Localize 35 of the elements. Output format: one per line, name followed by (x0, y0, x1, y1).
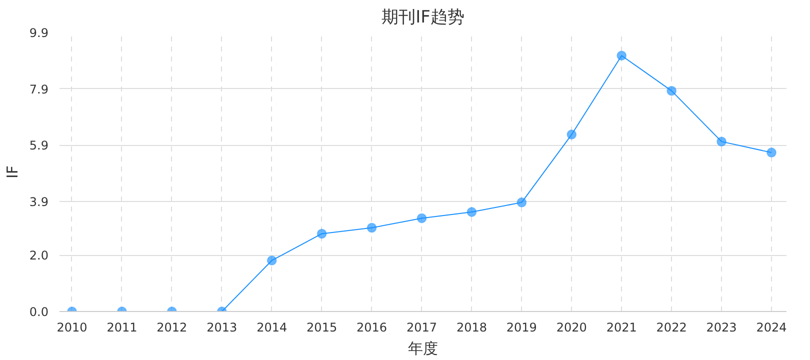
y-axis-title: IF (3, 165, 22, 179)
x-tick-label: 2021 (606, 320, 637, 334)
x-tick-label: 2019 (506, 320, 537, 334)
y-tick-label: 7.9 (29, 82, 49, 96)
x-tick-label: 2023 (706, 320, 737, 334)
y-tick-label: 9.9 (29, 26, 49, 40)
y-tick-label: 2.0 (29, 248, 49, 263)
chart-title: 期刊IF趋势 (382, 8, 464, 28)
point (766, 148, 777, 158)
x-tick-label: 2024 (756, 320, 787, 334)
point (316, 228, 327, 239)
x-tick-label: 2012 (156, 320, 188, 334)
x-tick-label: 2010 (56, 320, 88, 334)
x-tick-label: 2018 (456, 320, 487, 334)
y-tick-label: 0.0 (29, 305, 49, 319)
point (516, 197, 527, 208)
point (616, 50, 627, 61)
y-tick-label: 3.9 (29, 195, 49, 210)
point (566, 130, 577, 140)
point (416, 213, 427, 224)
x-tick-label: 2020 (556, 320, 587, 334)
point (366, 222, 377, 233)
x-tick-label: 2022 (656, 320, 687, 334)
x-tick-label: 2014 (256, 320, 288, 334)
point (666, 86, 677, 96)
y-tick-label: 5.9 (29, 138, 49, 153)
x-axis-title: 年度 (408, 340, 438, 358)
x-tick-label: 2015 (306, 320, 338, 334)
point (716, 136, 727, 147)
x-tick-label: 2016 (356, 320, 388, 334)
x-tick-label: 2017 (406, 320, 438, 334)
x-tick-label: 2011 (106, 320, 138, 334)
x-tick-label: 2013 (206, 320, 238, 334)
point (466, 207, 477, 218)
point (266, 256, 277, 266)
